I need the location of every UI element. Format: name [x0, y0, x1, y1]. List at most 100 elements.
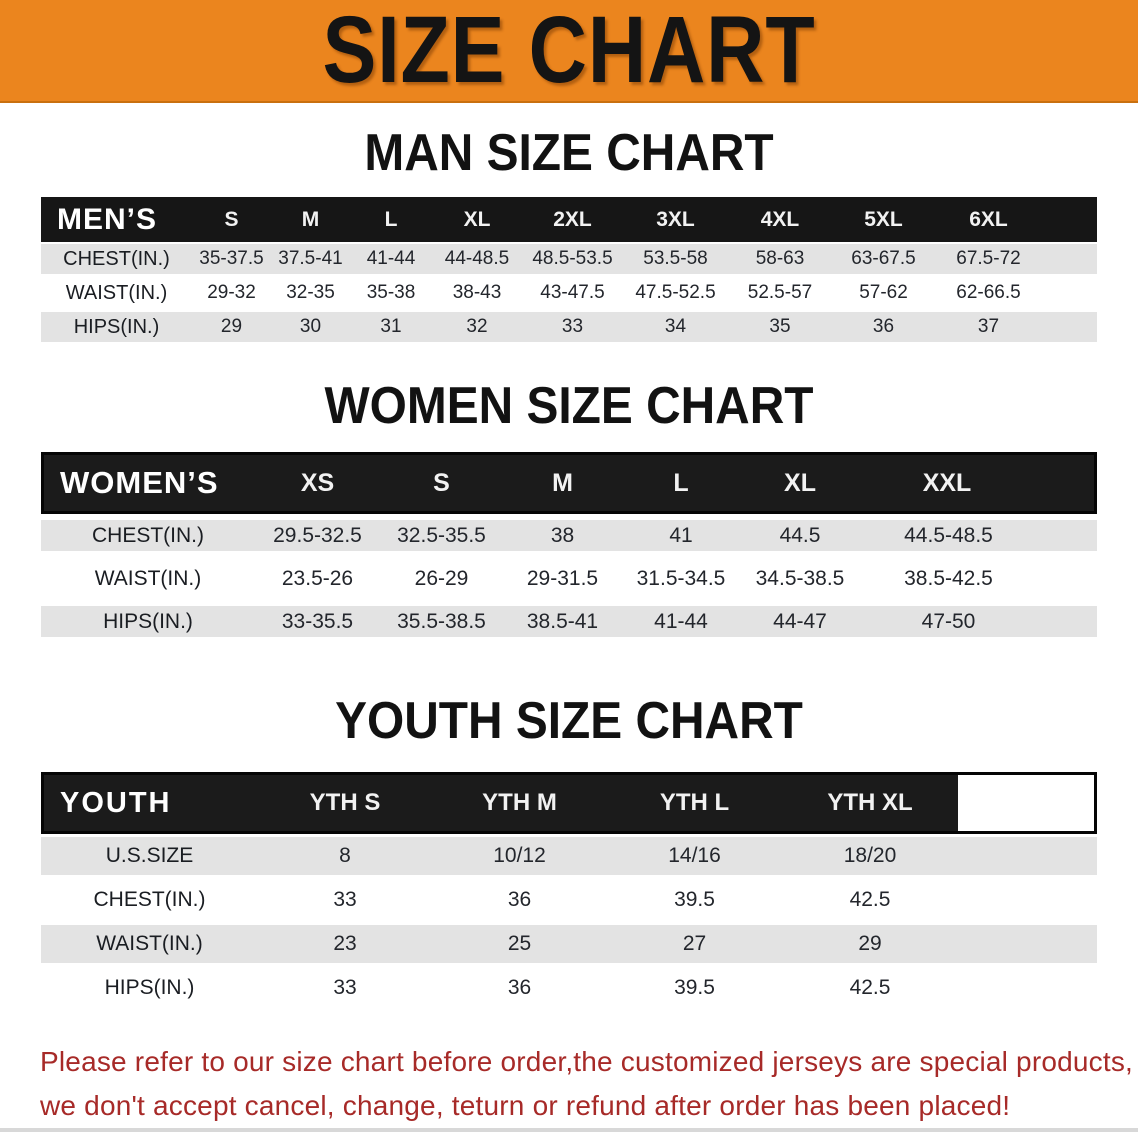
- value-cell: 32.5-35.5: [380, 514, 503, 557]
- value-cell: 23: [258, 922, 432, 966]
- header-cell: M: [503, 452, 622, 514]
- men-section-title: MAN SIZE CHART: [364, 124, 774, 182]
- size-chart-banner: SIZE CHART: [0, 0, 1138, 103]
- value-cell: 38.5-42.5: [860, 557, 1097, 600]
- value-cell: 29: [192, 310, 271, 344]
- value-cell: 18/20: [782, 834, 958, 878]
- value-cell: 27: [607, 922, 782, 966]
- value-cell: 43-47.5: [522, 276, 623, 310]
- header-cell: L: [350, 197, 432, 242]
- youth-header-row: YOUTH YTH S YTH M YTH L YTH XL: [41, 772, 1097, 834]
- value-cell: 58-63: [728, 242, 832, 276]
- value-cell: 29.5-32.5: [255, 514, 380, 557]
- header-cell-empty: [958, 772, 1097, 834]
- value-cell: 62-66.5: [935, 276, 1097, 310]
- value-cell: 10/12: [432, 834, 607, 878]
- value-cell: 29: [782, 922, 958, 966]
- youth-hips-row: HIPS(IN.) 33 36 39.5 42.5: [41, 966, 1097, 1010]
- header-cell: YTH S: [258, 772, 432, 834]
- header-cell: XS: [255, 452, 380, 514]
- header-cell: S: [192, 197, 271, 242]
- value-cell: 47-50: [860, 600, 1097, 643]
- value-cell: 34: [623, 310, 728, 344]
- header-cell: YTH M: [432, 772, 607, 834]
- footer-note: Please refer to our size chart before or…: [0, 1040, 1138, 1128]
- value-cell: 48.5-53.5: [522, 242, 623, 276]
- value-cell: 34.5-38.5: [740, 557, 860, 600]
- value-cell: 14/16: [607, 834, 782, 878]
- youth-header-label: YOUTH: [41, 772, 258, 834]
- value-cell: 37: [935, 310, 1097, 344]
- value-cell-empty: [958, 966, 1097, 1010]
- footer-line-2: we don't accept cancel, change, teturn o…: [40, 1090, 1011, 1121]
- value-cell-empty: [958, 834, 1097, 878]
- value-cell: 8: [258, 834, 432, 878]
- value-cell: 38.5-41: [503, 600, 622, 643]
- row-label: CHEST(IN.): [41, 242, 192, 276]
- men-chest-row: CHEST(IN.) 35-37.5 37.5-41 41-44 44-48.5…: [41, 242, 1097, 276]
- value-cell: 44-48.5: [432, 242, 522, 276]
- header-cell: 4XL: [728, 197, 832, 242]
- row-label: WAIST(IN.): [41, 557, 255, 600]
- value-cell: 25: [432, 922, 607, 966]
- value-cell: 47.5-52.5: [623, 276, 728, 310]
- value-cell: 39.5: [607, 966, 782, 1010]
- men-waist-row: WAIST(IN.) 29-32 32-35 35-38 38-43 43-47…: [41, 276, 1097, 310]
- header-cell: 2XL: [522, 197, 623, 242]
- banner-title: SIZE CHART: [322, 0, 816, 103]
- women-size-table: WOMEN’S XS S M L XL XXL CHEST(IN.) 29.5-…: [41, 452, 1097, 643]
- header-cell: XL: [740, 452, 860, 514]
- value-cell: 35-38: [350, 276, 432, 310]
- value-cell: 30: [271, 310, 350, 344]
- row-label: U.S.SIZE: [41, 834, 258, 878]
- value-cell: 35.5-38.5: [380, 600, 503, 643]
- women-header-label: WOMEN’S: [41, 452, 255, 514]
- row-label: WAIST(IN.): [41, 922, 258, 966]
- men-hips-row: HIPS(IN.) 29 30 31 32 33 34 35 36 37: [41, 310, 1097, 344]
- value-cell: 33: [258, 878, 432, 922]
- value-cell: 31: [350, 310, 432, 344]
- value-cell: 41-44: [350, 242, 432, 276]
- women-chest-row: CHEST(IN.) 29.5-32.5 32.5-35.5 38 41 44.…: [41, 514, 1097, 557]
- value-cell: 44.5: [740, 514, 860, 557]
- value-cell: 67.5-72: [935, 242, 1097, 276]
- value-cell: 38-43: [432, 276, 522, 310]
- value-cell: 44.5-48.5: [860, 514, 1097, 557]
- youth-section-title: YOUTH SIZE CHART: [335, 692, 803, 750]
- men-size-table: MEN’S S M L XL 2XL 3XL 4XL 5XL 6XL CHEST…: [41, 197, 1097, 344]
- header-cell: YTH L: [607, 772, 782, 834]
- header-cell: YTH XL: [782, 772, 958, 834]
- value-cell: 38: [503, 514, 622, 557]
- value-cell: 35: [728, 310, 832, 344]
- row-label: WAIST(IN.): [41, 276, 192, 310]
- value-cell-empty: [958, 922, 1097, 966]
- header-cell: 3XL: [623, 197, 728, 242]
- header-cell: XL: [432, 197, 522, 242]
- value-cell: 44-47: [740, 600, 860, 643]
- row-label: HIPS(IN.): [41, 966, 258, 1010]
- value-cell: 42.5: [782, 878, 958, 922]
- header-cell: XXL: [860, 452, 1097, 514]
- header-cell: 6XL: [935, 197, 1097, 242]
- value-cell: 29-32: [192, 276, 271, 310]
- value-cell: 29-31.5: [503, 557, 622, 600]
- value-cell: 36: [432, 966, 607, 1010]
- value-cell: 63-67.5: [832, 242, 935, 276]
- youth-waist-row: WAIST(IN.) 23 25 27 29: [41, 922, 1097, 966]
- value-cell: 36: [832, 310, 935, 344]
- value-cell: 31.5-34.5: [622, 557, 740, 600]
- row-label: HIPS(IN.): [41, 600, 255, 643]
- value-cell: 33: [258, 966, 432, 1010]
- value-cell: 33: [522, 310, 623, 344]
- header-cell: L: [622, 452, 740, 514]
- youth-size-table: YOUTH YTH S YTH M YTH L YTH XL U.S.SIZE …: [41, 772, 1097, 1010]
- women-section-title: WOMEN SIZE CHART: [324, 377, 814, 435]
- value-cell: 39.5: [607, 878, 782, 922]
- row-label: CHEST(IN.): [41, 514, 255, 557]
- value-cell: 23.5-26: [255, 557, 380, 600]
- value-cell: 35-37.5: [192, 242, 271, 276]
- value-cell: 32-35: [271, 276, 350, 310]
- women-waist-row: WAIST(IN.) 23.5-26 26-29 29-31.5 31.5-34…: [41, 557, 1097, 600]
- footer-line-1: Please refer to our size chart before or…: [40, 1046, 1134, 1077]
- row-label: HIPS(IN.): [41, 310, 192, 344]
